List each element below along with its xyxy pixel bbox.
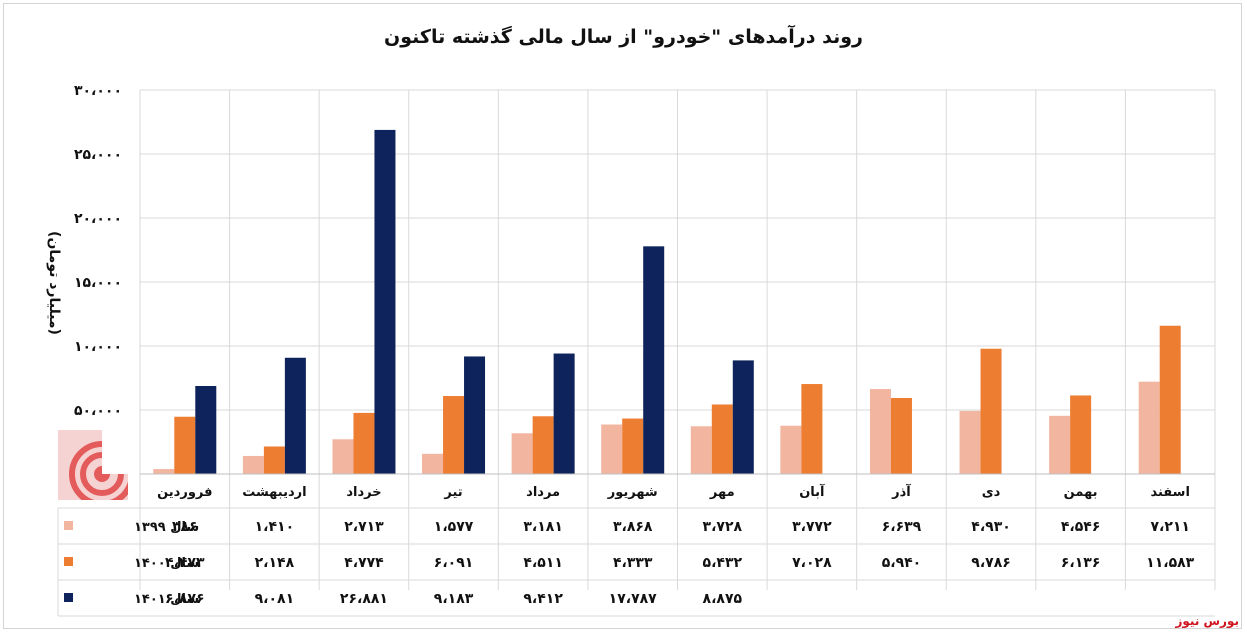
bar-2-1 [174, 416, 196, 474]
bar-3-6 [643, 246, 665, 474]
chart-title: روند درآمدهای "خودرو" از سال مالی گذشته … [384, 26, 863, 48]
table-cell: ۷،۰۲۸ [792, 555, 832, 571]
legend-key [64, 593, 73, 602]
table-cell: ۸،۸۷۵ [703, 591, 743, 607]
table-cell: ۴،۷۷۴ [344, 555, 384, 571]
table-cell: ۳،۷۷۲ [792, 519, 832, 535]
bar-1-8 [780, 425, 802, 474]
table-cell: ۴،۹۳۰ [971, 519, 1011, 535]
bar-3-2 [284, 357, 306, 474]
y-tick-label: ۲۵،۰۰۰ [74, 147, 122, 163]
legend-label: سال ۱۴۰۱ [134, 592, 199, 607]
category-label: فروردین [157, 485, 212, 500]
category-label: مهر [709, 485, 735, 500]
category-label: تیر [443, 485, 462, 500]
table-cell: ۶،۱۳۶ [1061, 555, 1101, 571]
table-cell: ۹،۰۸۱ [255, 591, 295, 607]
table-cell: ۴،۳۳۳ [613, 555, 653, 571]
category-label: آبان [799, 483, 825, 500]
category-label: مرداد [526, 485, 560, 500]
bar-2-11 [1070, 395, 1092, 474]
y-tick-label: ۳۰،۰۰۰ [74, 83, 122, 99]
category-label: اسفند [1150, 485, 1189, 500]
y-tick-label: ۱۵،۰۰۰ [74, 275, 122, 291]
category-label: دی [982, 485, 1001, 500]
bar-3-1 [195, 385, 217, 474]
source-label: بورس نیوز [1175, 614, 1239, 628]
table-cell: ۴،۴۷۳ [165, 555, 205, 571]
table-cell: ۱،۴۱۰ [255, 519, 295, 535]
table-cell: ۶،۸۷۶ [165, 591, 205, 607]
bar-1-6 [601, 424, 623, 474]
table-cell: ۹،۷۸۶ [971, 555, 1011, 571]
bar-2-4 [443, 396, 465, 474]
bar-3-4 [464, 356, 486, 474]
bar-2-12 [1159, 325, 1181, 474]
bar-1-3 [332, 439, 354, 474]
bar-3-7 [732, 360, 754, 474]
bar-1-11 [1049, 415, 1071, 474]
table-cell: ۹،۱۸۳ [434, 591, 474, 607]
category-label: آذر [891, 483, 911, 500]
table-cell: ۳،۱۸۱ [523, 519, 563, 535]
y-axis-title: (میلیارد تومان) [46, 231, 62, 335]
bar-2-7 [711, 404, 733, 474]
table-cell: ۱۱،۵۸۳ [1146, 555, 1194, 571]
category-label: اردیبهشت [242, 485, 306, 500]
bar-1-5 [511, 433, 533, 474]
bar-1-2 [242, 455, 264, 474]
table-cell: ۱،۵۷۷ [434, 519, 474, 535]
bar-3-3 [374, 129, 396, 474]
bar-2-2 [263, 446, 285, 474]
bar-2-9 [890, 397, 912, 474]
bar-layer [153, 129, 1181, 474]
table-cell: ۹،۴۱۲ [523, 591, 563, 607]
watermark-logo [58, 430, 128, 500]
table-cell: ۵،۴۳۲ [703, 555, 743, 571]
bar-1-9 [869, 389, 891, 474]
bar-3-5 [553, 353, 575, 474]
table-cell: ۳،۸۶۸ [613, 519, 653, 535]
y-tick-label: ۵۰،۰۰۰ [74, 403, 122, 419]
category-label: بهمن [1064, 485, 1098, 500]
table-cell: ۳،۷۲۸ [703, 519, 743, 535]
table-cell: ۳۸۶ [172, 519, 198, 535]
bar-1-7 [690, 426, 712, 474]
table-cell: ۲،۱۴۸ [255, 555, 295, 571]
data-table: فروردین اردیبهشت خرداد تیر مرداد شهریور مهر آبا… [64, 483, 1195, 607]
legend-key [64, 521, 73, 530]
bar-1-10 [959, 410, 981, 474]
table-cell: ۲،۷۱۳ [344, 519, 384, 535]
bar-1-12 [1138, 381, 1160, 474]
y-tick-label: ۲۰،۰۰۰ [74, 211, 122, 227]
table-cell: ۱۷،۷۸۷ [609, 591, 657, 607]
category-label: خرداد [346, 485, 381, 500]
y-tick-label: ۱۰،۰۰۰ [74, 339, 122, 355]
table-cell: ۷،۲۱۱ [1150, 519, 1190, 535]
table-cell: ۵،۹۴۰ [882, 555, 922, 571]
legend-label: سال ۱۴۰۰ [134, 556, 199, 571]
legend-key [64, 557, 73, 566]
table-cell: ۴،۵۴۶ [1061, 519, 1101, 535]
bar-1-4 [422, 453, 444, 474]
table-cell: ۶،۶۳۹ [882, 519, 922, 535]
bar-2-8 [801, 384, 823, 474]
bar-2-10 [980, 348, 1002, 474]
table-cell: ۶،۰۹۱ [434, 555, 474, 571]
bar-2-3 [353, 412, 375, 474]
bar-2-6 [622, 418, 644, 474]
bar-1-1 [153, 469, 175, 474]
table-cell: ۴،۵۱۱ [523, 555, 563, 571]
bar-2-5 [532, 416, 554, 474]
grid-layer [57, 89, 1216, 617]
table-cell: ۲۶،۸۸۱ [340, 591, 388, 607]
category-label: شهریور [607, 485, 658, 500]
legend-label: سال ۱۳۹۹ [134, 520, 199, 535]
